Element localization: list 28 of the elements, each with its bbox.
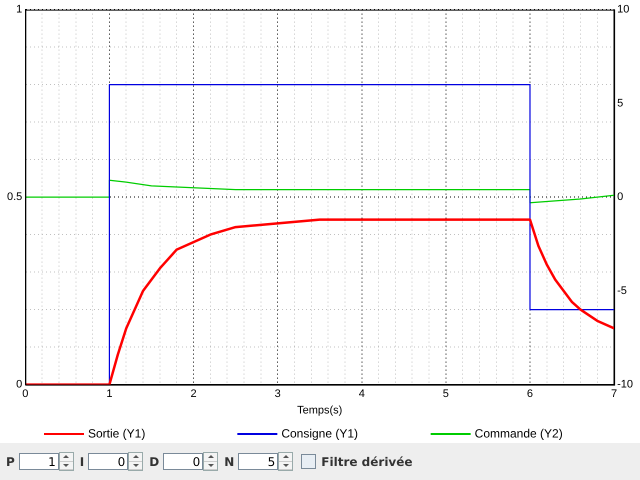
- y-tick-label: 0: [16, 378, 22, 391]
- x-tick-label: 7: [611, 388, 618, 400]
- x-axis-title: Temps(s): [297, 404, 342, 416]
- text: Filtre dérivée: [321, 454, 413, 468]
- legend-label: Commande (Y2): [474, 426, 563, 440]
- x-tick-label: 3: [274, 388, 281, 400]
- legend-label: Sortie (Y1): [88, 426, 146, 440]
- x-tick-label: 5: [442, 388, 449, 400]
- x-tick-label: 1: [106, 388, 112, 400]
- y2-tick-label: 10: [617, 4, 630, 16]
- text: N: [224, 454, 234, 468]
- number-field: 0: [163, 453, 204, 470]
- y2-tick-label: 0: [617, 191, 624, 204]
- y-tick-label: 1: [16, 4, 22, 16]
- x-tick-label: 4: [358, 388, 365, 400]
- y2-tick-label: -5: [617, 284, 627, 297]
- number-field: 0: [88, 453, 128, 470]
- y2-tick-label: -10: [617, 378, 634, 391]
- number-field: 1: [18, 453, 59, 470]
- x-tick-label: 6: [526, 388, 534, 400]
- number-field: 5: [238, 453, 278, 470]
- y2-tick-label: 5: [617, 97, 624, 110]
- y-tick-label: 0.5: [6, 191, 22, 204]
- text: D: [149, 454, 160, 468]
- text: P: [6, 454, 15, 468]
- x-tick-label: 2: [190, 388, 197, 400]
- legend-label: Consigne (Y1): [281, 426, 358, 440]
- text: I: [80, 454, 84, 468]
